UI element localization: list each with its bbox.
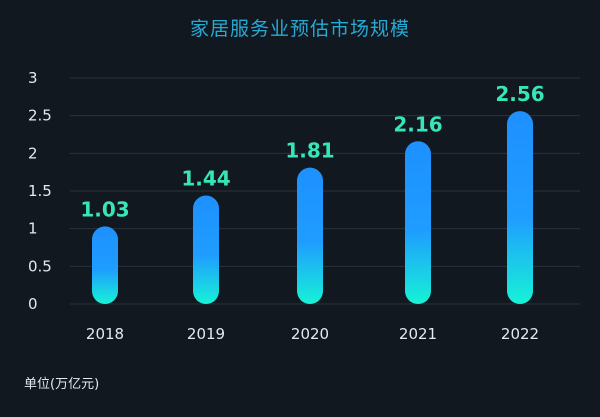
x-tick-label-2021: 2021 xyxy=(399,325,437,343)
y-tick-label: 2 xyxy=(28,144,38,162)
y-axis: 0 0.5 1 1.5 2 2.5 3 xyxy=(28,69,52,313)
data-label-2018: 1.03 xyxy=(80,197,129,221)
bars xyxy=(92,111,533,304)
y-tick-label: 1 xyxy=(28,220,38,238)
x-tick-label-2018: 2018 xyxy=(86,325,124,343)
y-tick-label: 3 xyxy=(28,69,38,87)
data-labels: 1.03 1.44 1.81 2.16 2.56 xyxy=(80,82,544,221)
grid-lines xyxy=(70,77,580,305)
unit-label: 单位(万亿元) xyxy=(24,377,100,392)
data-label-2019: 1.44 xyxy=(181,167,230,191)
data-label-2020: 1.81 xyxy=(285,139,334,163)
bar-2020 xyxy=(297,167,323,304)
bar-2021 xyxy=(405,141,431,304)
chart-title: 家居服务业预估市场规模 xyxy=(189,18,410,40)
x-tick-label-2020: 2020 xyxy=(291,325,329,343)
y-tick-label: 0 xyxy=(28,295,38,313)
bar-2019 xyxy=(193,195,219,304)
x-axis: 2018 2019 2020 2021 2022 xyxy=(86,325,539,343)
y-tick-label: 0.5 xyxy=(28,257,52,275)
bar-2018 xyxy=(92,226,118,304)
x-tick-label-2022: 2022 xyxy=(501,325,539,343)
y-tick-label: 1.5 xyxy=(28,182,52,200)
data-label-2021: 2.16 xyxy=(393,112,442,136)
data-label-2022: 2.56 xyxy=(495,82,544,106)
bar-2022 xyxy=(507,111,533,304)
x-tick-label-2019: 2019 xyxy=(187,325,225,343)
y-tick-label: 2.5 xyxy=(28,107,52,125)
